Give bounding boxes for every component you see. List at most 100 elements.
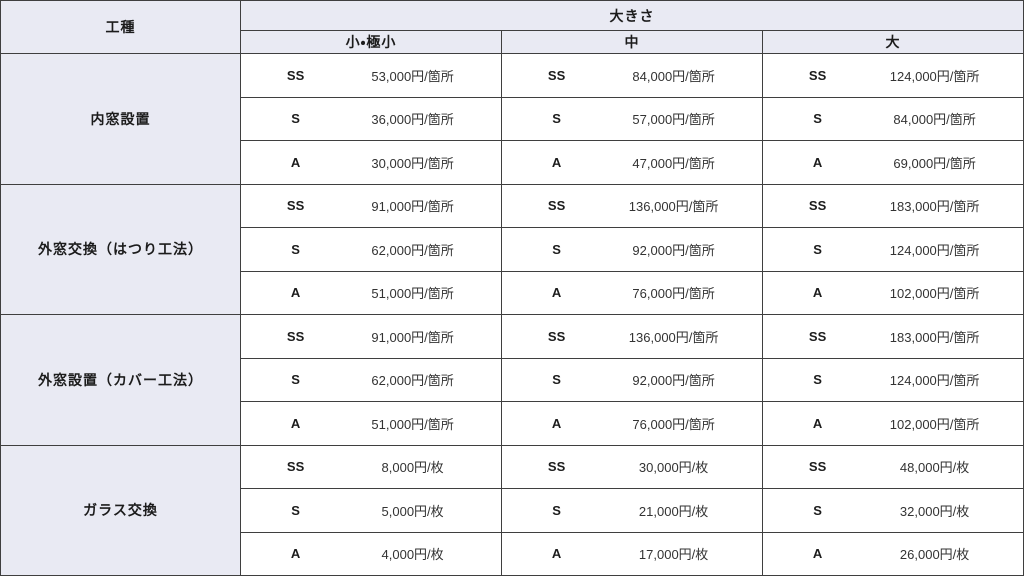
price-cell: A 76,000円/箇所 <box>501 270 763 315</box>
grade-label: A <box>290 285 301 301</box>
price-cell: SS 183,000円/箇所 <box>761 183 1024 228</box>
table-row: ガラス交換 SS 8,000円/枚 SS 30,000円/枚 SS 48,000円/枚 <box>0 444 1024 576</box>
grade-label: A <box>290 546 301 562</box>
price-cell: S 21,000円/枚 <box>501 488 763 533</box>
grade-label: S <box>291 111 300 127</box>
price-cell: A 47,000円/箇所 <box>501 140 763 185</box>
grade-label: SS <box>286 67 305 83</box>
work-kind-cell: 外窓設置（カバー工法） <box>0 314 241 446</box>
price-value: 17,000円/枚 <box>638 547 709 563</box>
price-cell: A 4,000円/枚 <box>240 531 502 576</box>
grade-label: A <box>812 415 823 431</box>
price-value: 8,000円/枚 <box>381 460 444 476</box>
price-value: 183,000円/箇所 <box>889 199 980 215</box>
price-cell: A 69,000円/箇所 <box>761 140 1024 185</box>
price-value: 26,000円/枚 <box>899 547 970 563</box>
grade-label: A <box>812 546 823 562</box>
grade-label: SS <box>808 67 827 83</box>
price-cell: A 51,000円/箇所 <box>240 270 502 315</box>
price-value: 124,000円/箇所 <box>889 68 980 84</box>
price-cell: S 62,000円/箇所 <box>240 357 502 402</box>
price-cell: SS 48,000円/枚 <box>761 444 1024 489</box>
price-value: 136,000円/箇所 <box>628 199 719 215</box>
price-value: 57,000円/箇所 <box>632 112 715 128</box>
price-cell: SS 84,000円/箇所 <box>501 53 763 98</box>
price-value: 124,000円/箇所 <box>889 242 980 258</box>
price-cell: S 84,000円/箇所 <box>761 96 1024 141</box>
table-row: 内窓設置 SS 53,000円/箇所 SS 84,000円/箇所 SS 124,000… <box>0 53 1024 185</box>
table-row: A 4,000円/枚 A 17,000円/枚 A 26,000円/枚 <box>1 531 1024 576</box>
price-cell: A 26,000円/枚 <box>761 531 1024 576</box>
table-row: 外窓交換（はつり工法） SS 91,000円/箇所 SS 136,000円/箇所 S… <box>0 183 1024 315</box>
price-value: 69,000円/箇所 <box>893 155 976 171</box>
grade-label: SS <box>808 328 827 344</box>
price-value: 76,000円/箇所 <box>632 416 715 432</box>
grade-label: S <box>813 111 822 127</box>
grade-label: A <box>551 546 562 562</box>
grade-label: A <box>290 415 301 431</box>
grade-label: S <box>291 502 300 518</box>
price-value: 21,000円/枚 <box>638 503 709 519</box>
grade-label: SS <box>547 328 566 344</box>
price-value: 102,000円/箇所 <box>889 286 980 302</box>
grade-label: A <box>551 415 562 431</box>
price-value: 84,000円/箇所 <box>893 112 976 128</box>
price-cell: A 30,000円/箇所 <box>240 140 502 185</box>
price-value: 47,000円/箇所 <box>632 155 715 171</box>
price-value: 30,000円/枚 <box>638 460 709 476</box>
grade-label: SS <box>286 459 305 475</box>
price-cell: SS 91,000円/箇所 <box>240 183 502 228</box>
grade-label: S <box>813 241 822 257</box>
price-value: 4,000円/枚 <box>381 547 444 563</box>
grade-label: S <box>552 241 561 257</box>
price-value: 51,000円/箇所 <box>371 286 454 302</box>
price-value: 92,000円/箇所 <box>632 242 715 258</box>
grade-label: S <box>552 111 561 127</box>
price-cell: A 76,000円/箇所 <box>501 401 763 446</box>
size-group-header: 大きさ <box>239 0 1024 31</box>
price-value: 32,000円/枚 <box>899 503 970 519</box>
grade-label: S <box>813 502 822 518</box>
grade-label: SS <box>808 198 827 214</box>
grade-label: SS <box>547 67 566 83</box>
grade-label: SS <box>808 459 827 475</box>
price-value: 51,000円/箇所 <box>371 416 454 432</box>
price-value: 36,000円/箇所 <box>371 112 454 128</box>
work-kind-cell: ガラス交換 <box>0 444 241 576</box>
price-cell: SS 53,000円/箇所 <box>240 53 502 98</box>
price-value: 30,000円/箇所 <box>371 155 454 171</box>
price-cell: S 124,000円/箇所 <box>761 357 1024 402</box>
price-cell: A 102,000円/箇所 <box>761 270 1024 315</box>
size-col-header-large: 大 <box>761 30 1024 54</box>
table-row: A 51,000円/箇所 A 76,000円/箇所 A 102,000円/箇所 <box>1 401 1024 446</box>
price-value: 76,000円/箇所 <box>632 286 715 302</box>
grade-label: A <box>812 285 823 301</box>
price-value: 62,000円/箇所 <box>371 373 454 389</box>
price-value: 124,000円/箇所 <box>889 373 980 389</box>
table-row: 外窓設置（カバー工法） SS 91,000円/箇所 SS 136,000円/箇所 S… <box>0 314 1024 446</box>
price-value: 62,000円/箇所 <box>371 242 454 258</box>
grade-label: S <box>291 241 300 257</box>
price-cell: S 92,000円/箇所 <box>501 227 763 272</box>
price-cell: A 102,000円/箇所 <box>761 401 1024 446</box>
price-cell: S 32,000円/枚 <box>761 488 1024 533</box>
grade-label: SS <box>547 459 566 475</box>
price-cell: S 57,000円/箇所 <box>501 96 763 141</box>
table-row: A 30,000円/箇所 A 47,000円/箇所 A 69,000円/箇所 <box>1 140 1024 185</box>
price-value: 91,000円/箇所 <box>371 329 454 345</box>
work-kind-cell: 内窓設置 <box>0 53 241 185</box>
price-value: 84,000円/箇所 <box>632 68 715 84</box>
price-value: 92,000円/箇所 <box>632 373 715 389</box>
grade-label: SS <box>286 198 305 214</box>
grade-label: A <box>551 285 562 301</box>
price-cell: SS 8,000円/枚 <box>240 444 502 489</box>
size-col-header-medium: 中 <box>501 30 763 54</box>
price-cell: SS 136,000円/箇所 <box>501 314 763 359</box>
price-cell: SS 183,000円/箇所 <box>761 314 1024 359</box>
grade-label: A <box>290 154 301 170</box>
grade-label: SS <box>547 198 566 214</box>
grade-label: S <box>552 372 561 388</box>
table-row: A 51,000円/箇所 A 76,000円/箇所 A 102,000円/箇所 <box>1 270 1024 315</box>
